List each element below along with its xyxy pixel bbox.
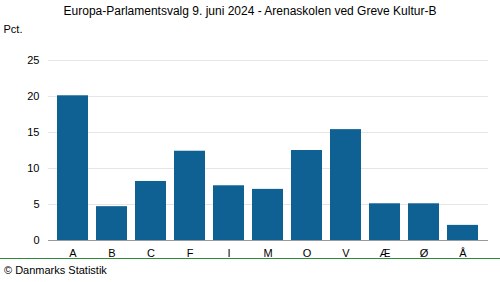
svg-text:20: 20 [27,90,39,102]
svg-text:0: 0 [33,234,39,246]
svg-text:I: I [227,247,230,258]
svg-text:M: M [263,247,272,258]
svg-text:5: 5 [33,198,39,210]
html-text:Europa-Parlamentsvalg 9. juni: Europa-Parlamentsvalg 9. juni 2024 - Are… [63,4,437,18]
svg-text:F: F [187,247,194,258]
svg-text:25: 25 [27,54,39,66]
html-text:© Danmarks Statistik: © Danmarks Statistik [4,264,107,276]
svg-text:Å: Å [459,247,467,258]
svg-text:O: O [303,247,312,258]
svg-text:15: 15 [27,126,39,138]
svg-text:B: B [108,247,115,258]
svg-text:Pct.: Pct. [4,23,23,35]
svg-text:Ø: Ø [420,247,429,258]
svg-text:A: A [69,247,77,258]
svg-text:V: V [342,247,350,258]
svg-text:Æ: Æ [380,247,391,258]
svg-text:C: C [147,247,155,258]
svg-text:10: 10 [27,162,39,174]
